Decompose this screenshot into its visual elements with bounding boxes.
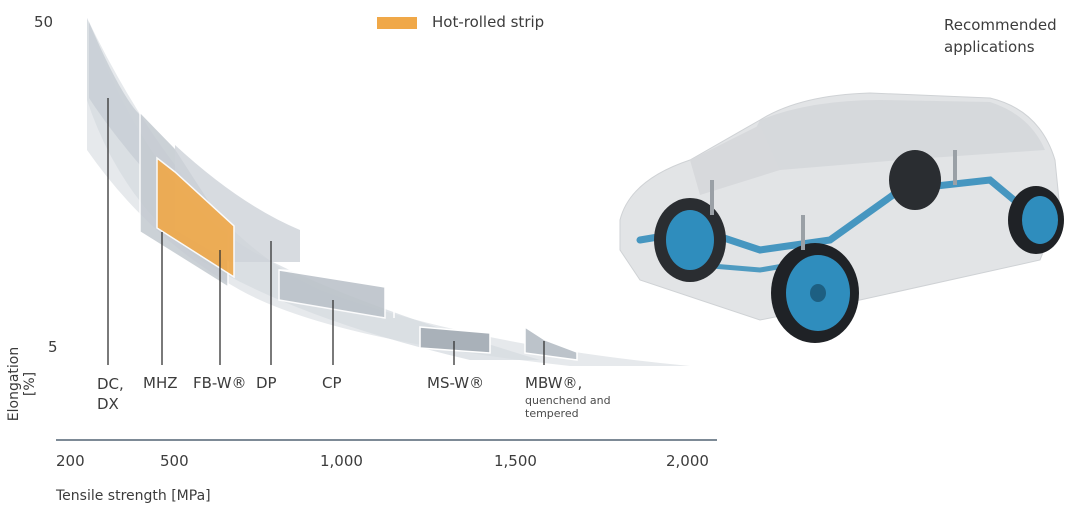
x-tick-200: 200 <box>56 452 85 470</box>
grade-name: DC, <box>97 375 124 393</box>
x-tick-500: 500 <box>160 452 189 470</box>
recommended-line2: applications <box>944 38 1035 56</box>
grade-label-cp: CP <box>322 374 342 392</box>
region-dc-dx <box>89 22 140 165</box>
y-tick-5: 5 <box>48 338 58 356</box>
region-cp-edge <box>278 269 395 318</box>
grade-label-dp: DP <box>256 374 277 392</box>
car-chassis-icon <box>619 92 1064 343</box>
legend-label: Hot-rolled strip <box>432 13 545 31</box>
x-tick-1000: 1,000 <box>320 452 363 470</box>
grade-name: MBW®, <box>525 374 583 392</box>
region-cp <box>278 269 386 319</box>
region-fb-w-hot-rolled <box>156 156 235 279</box>
y-axis-label: Elongation [%] <box>6 346 38 422</box>
y-tick-50: 50 <box>34 13 54 31</box>
legend-swatch-hot-rolled <box>377 17 417 29</box>
region-ms-w <box>419 326 491 354</box>
x-tick-2000: 2,000 <box>666 452 709 470</box>
grade-note-2: tempered <box>525 407 579 420</box>
x-axis-label: Tensile strength [MPa] <box>56 488 211 504</box>
grade-label-mbw: MBW®, quenchend and tempered <box>525 374 611 420</box>
x-tick-1500: 1,500 <box>494 452 537 470</box>
recommended-applications-label: Recommended applications <box>944 14 1057 58</box>
grade-name-2: DX <box>97 395 119 413</box>
grade-label-mhz: MHZ <box>143 374 178 392</box>
region-mbw <box>524 325 578 361</box>
recommended-line1: Recommended <box>944 16 1057 34</box>
grade-label-fb-w: FB-W® <box>193 374 247 392</box>
grade-note-1: quenchend and <box>525 394 611 407</box>
grade-label-ms-w: MS-W® <box>427 374 485 392</box>
grade-label-dc-dx: DC, DX <box>97 374 124 414</box>
